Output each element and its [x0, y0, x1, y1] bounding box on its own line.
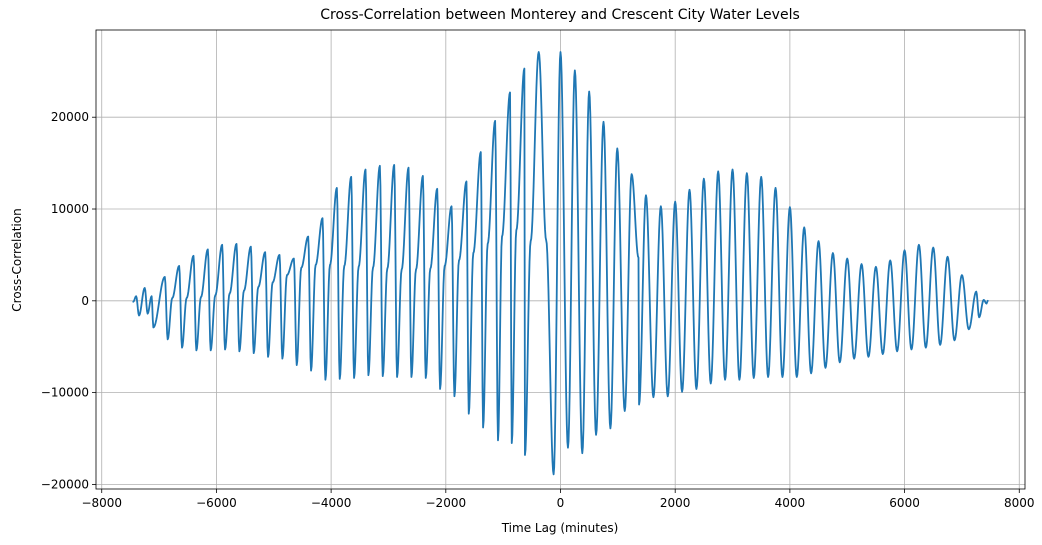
y-axis-label: Cross-Correlation — [10, 208, 24, 311]
axis-ticks: −8000 −6000 −4000 −2000 0 2000 4000 6000 8000−20… — [41, 110, 1035, 510]
x-tick-label: −8000 — [81, 496, 122, 510]
x-tick-label: −6000 — [196, 496, 237, 510]
x-tick-label: 4000 — [775, 496, 806, 510]
plot-area-frame — [95, 29, 1026, 490]
x-tick-label: 6000 — [889, 496, 920, 510]
series-layer — [132, 51, 989, 476]
x-tick-label: 2000 — [660, 496, 691, 510]
x-tick-label: 0 — [557, 496, 565, 510]
y-tick-label: 20000 — [51, 110, 89, 124]
y-tick-label: −10000 — [41, 386, 89, 400]
y-tick-label: 10000 — [51, 202, 89, 216]
x-tick-label: −2000 — [426, 496, 467, 510]
x-tick-label: −4000 — [311, 496, 352, 510]
y-tick-label: −20000 — [41, 477, 89, 491]
x-axis-label: Time Lag (minutes) — [501, 521, 619, 535]
chart-title: Cross-Correlation between Monterey and C… — [320, 7, 800, 23]
grid — [96, 30, 1025, 489]
cross-correlation-series-line — [132, 51, 989, 476]
x-tick-label: 8000 — [1004, 496, 1035, 510]
y-tick-label: 0 — [81, 294, 89, 308]
